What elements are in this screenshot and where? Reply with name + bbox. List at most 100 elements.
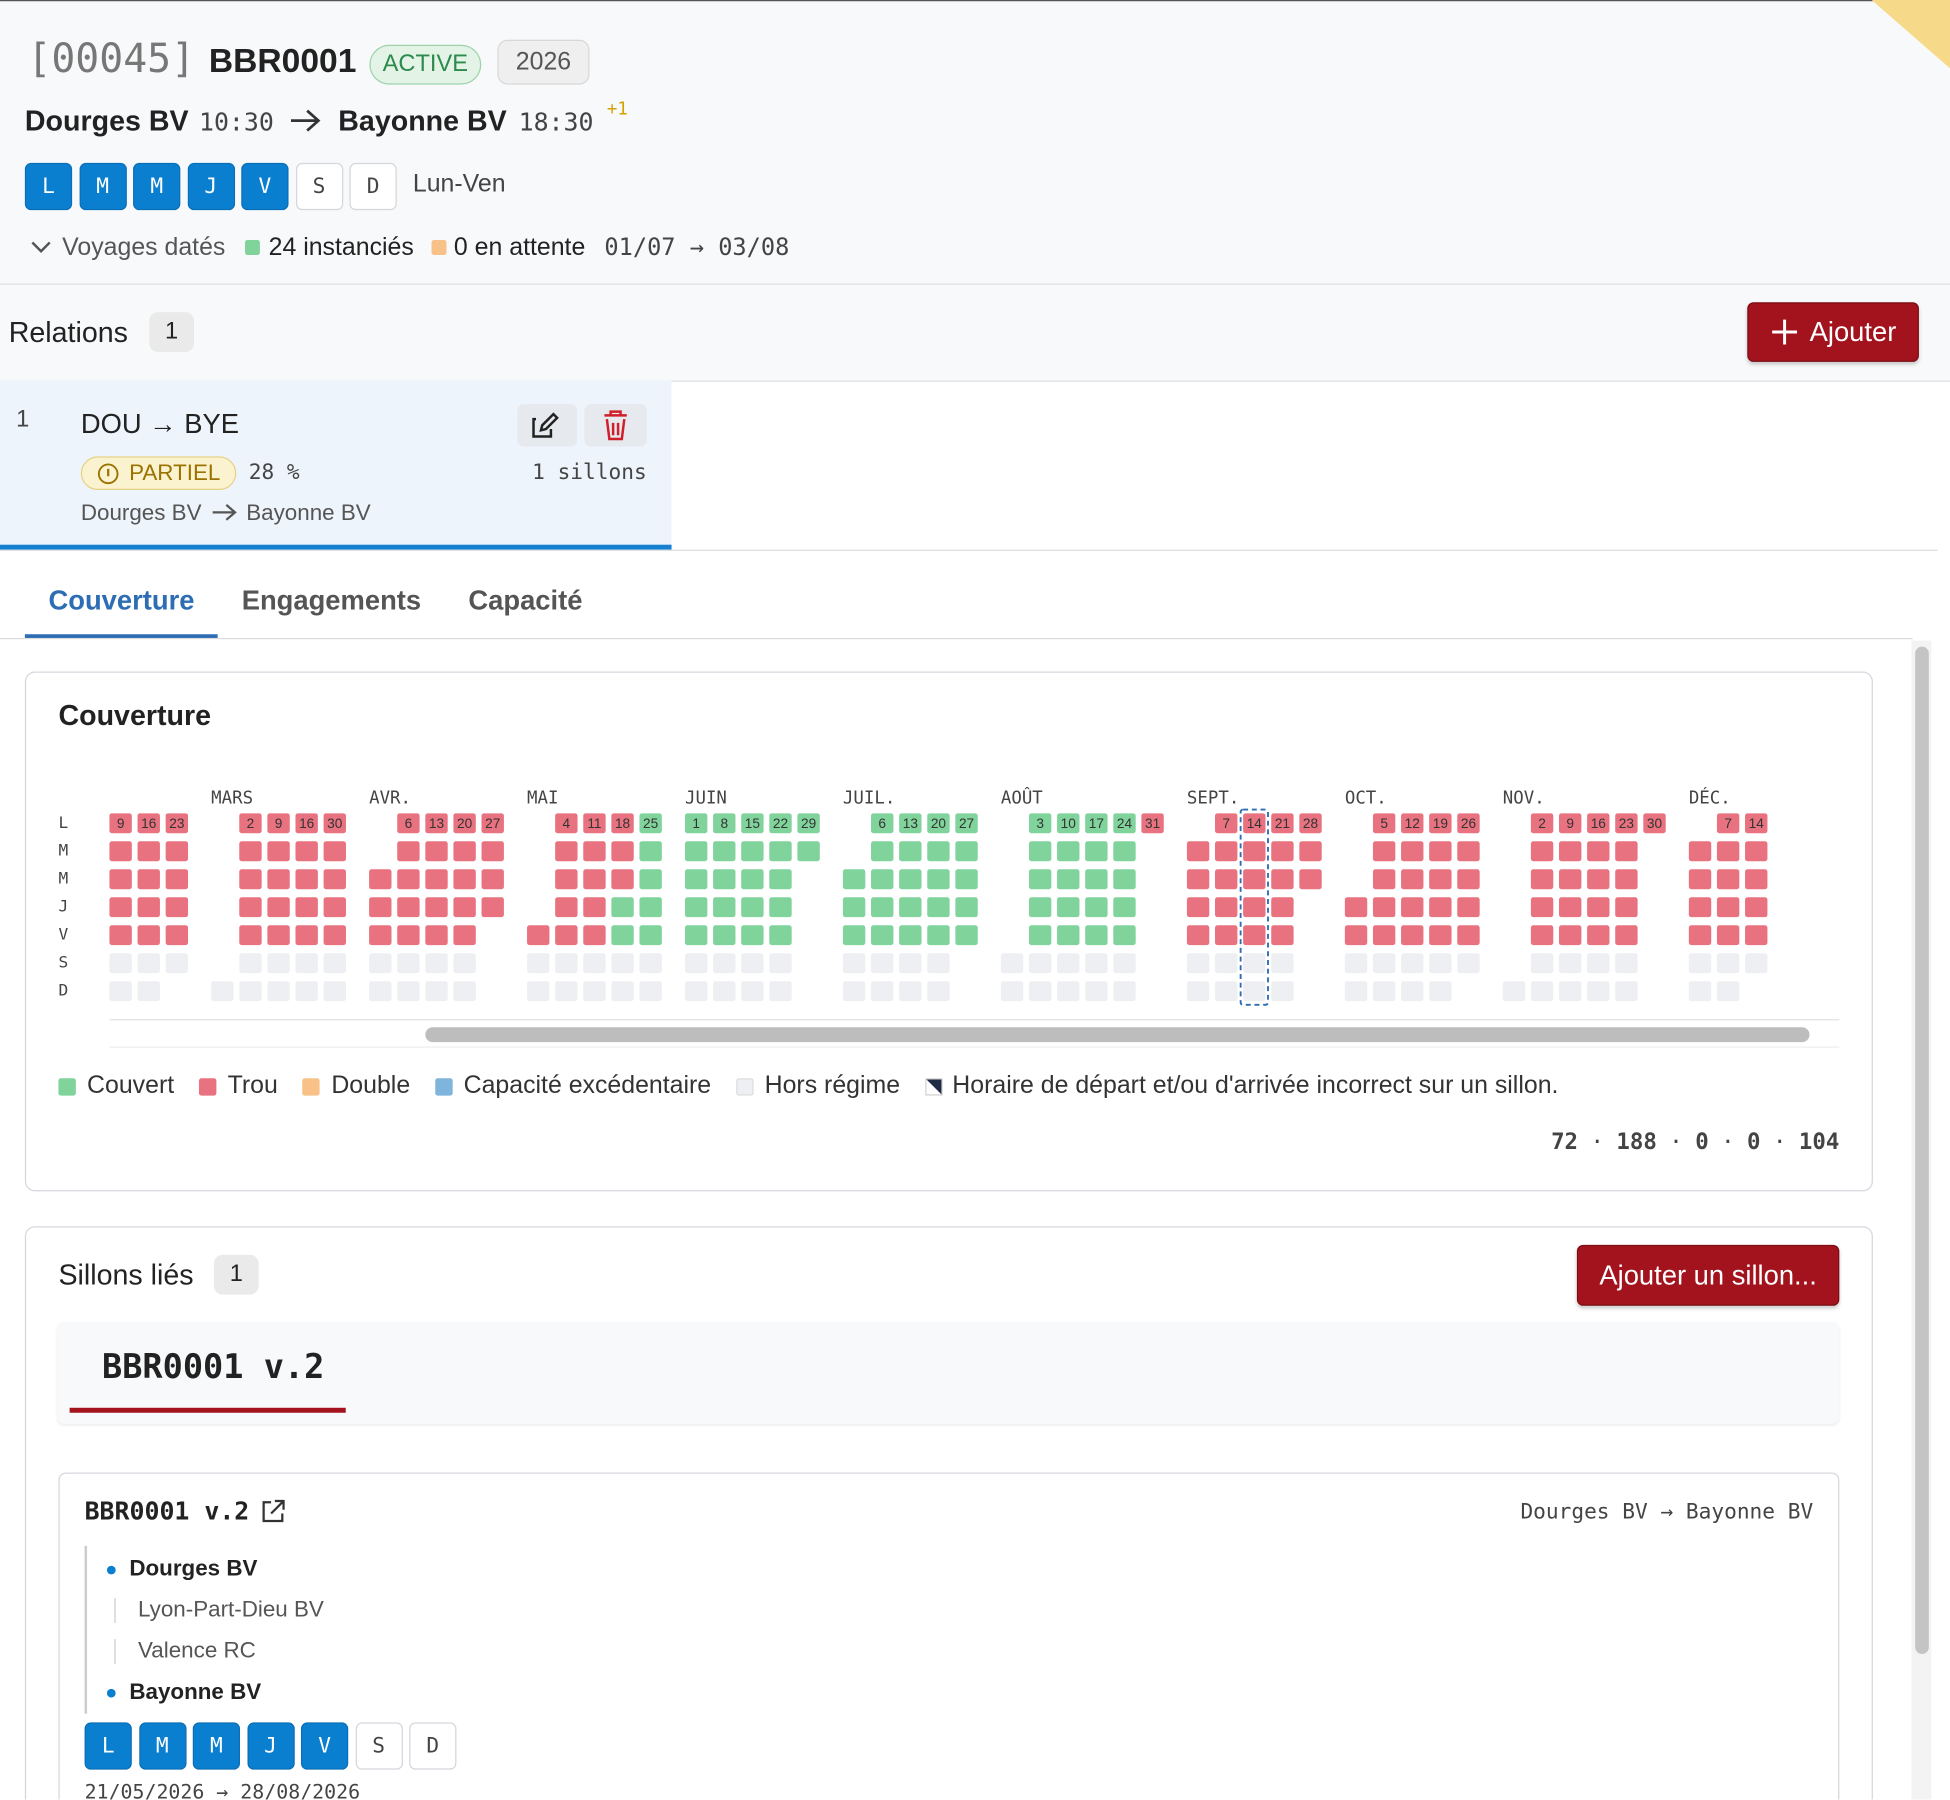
day-cell: [611, 897, 634, 918]
day-cell: [797, 813, 820, 834]
day-number: 19: [1433, 816, 1448, 831]
day-cell: [1243, 925, 1266, 946]
day-cell: [639, 981, 662, 1002]
day-cell: [1372, 841, 1396, 862]
total: 72: [1551, 1129, 1579, 1156]
day-cell: [741, 813, 764, 834]
day-cell: [453, 869, 476, 890]
stop-tick: [114, 1639, 116, 1664]
day-cell: [1457, 813, 1480, 834]
day-cell: [769, 925, 792, 946]
day-cell: [871, 897, 894, 918]
day-cell: [1215, 813, 1238, 834]
day-cell: [481, 897, 504, 918]
external-link[interactable]: [260, 1497, 287, 1524]
add-button[interactable]: Ajouter: [1747, 302, 1919, 362]
frame: [924, 1077, 943, 1096]
chevron[interactable]: [30, 239, 52, 256]
day-cell: [899, 981, 922, 1002]
card-title: Sillons liés: [58, 1258, 194, 1291]
day-cell: [397, 813, 420, 834]
day-cell: [397, 953, 420, 974]
day-cell: [741, 897, 764, 918]
dated-trips-toggle[interactable]: Voyages datés: [62, 233, 226, 262]
day-number: 18: [615, 816, 630, 831]
delete-button[interactable]: [584, 404, 647, 447]
day-number: 20: [457, 816, 473, 831]
day-number: 16: [299, 816, 314, 831]
day-cell: [1401, 953, 1424, 974]
day-cell: [295, 897, 318, 918]
separator: ·: [1721, 1129, 1735, 1156]
day-cell: [1085, 981, 1108, 1002]
day-number: 7: [1222, 816, 1230, 831]
day-cell: [1141, 813, 1164, 834]
day-cell: [684, 897, 708, 918]
day-cell: [1587, 869, 1610, 890]
day-cell: [1688, 953, 1712, 974]
day-cell: [583, 925, 606, 946]
day-cell: [1215, 981, 1238, 1002]
destination: Bayonne BV: [338, 104, 507, 137]
day-cell: [369, 897, 392, 918]
day-cell: [1401, 869, 1424, 890]
day-cell: [397, 841, 420, 862]
scroll-thumb[interactable]: [1915, 646, 1929, 1655]
separator: ·: [1590, 1129, 1604, 1156]
info-icon: [97, 462, 119, 484]
day-number: 23: [169, 816, 184, 831]
day-cell: [842, 869, 866, 890]
add-path-button[interactable]: Ajouter un sillon...: [1576, 1244, 1840, 1306]
day-cell: [639, 841, 662, 862]
day-number: 5: [1380, 816, 1388, 831]
day-cell: [425, 813, 448, 834]
day-cell: [611, 869, 634, 890]
day-cell: [267, 813, 290, 834]
day-cell: [1530, 925, 1554, 946]
weekday-chip: V: [241, 162, 289, 211]
month-label: JUIL.: [843, 788, 895, 808]
tab[interactable]: Couverture: [24, 550, 219, 638]
day-cell: [1299, 869, 1322, 890]
day-number: 28: [1303, 816, 1318, 831]
day-cell: [1186, 897, 1210, 918]
path-tab[interactable]: BBR0001 v.2: [101, 1348, 325, 1387]
day-number: 6: [878, 816, 886, 831]
badge-label: PARTIEL: [129, 460, 221, 486]
day-number: 2: [247, 816, 255, 831]
tab[interactable]: Engagements: [241, 584, 422, 616]
separator: ·: [1772, 1129, 1787, 1156]
legend-item: Double: [302, 1072, 410, 1101]
legend-icon: [924, 1077, 943, 1096]
day-cell: [1530, 981, 1554, 1002]
day-cell: [927, 981, 950, 1002]
month-label: OCT.: [1345, 788, 1387, 808]
day-cell: [1688, 897, 1712, 918]
day-cell: [611, 813, 634, 834]
tab[interactable]: Capacité: [468, 584, 583, 616]
day-cell: [842, 981, 866, 1002]
edit-button[interactable]: [517, 404, 578, 447]
day-cell: [713, 981, 736, 1002]
day-cell: [425, 953, 448, 974]
day-cell: [899, 869, 922, 890]
day-number: 11: [587, 816, 601, 831]
day-cell: [397, 869, 420, 890]
day-cell: [1559, 869, 1582, 890]
day-cell: [741, 981, 764, 1002]
day-cell: [1085, 897, 1108, 918]
day-cell: [769, 813, 792, 834]
weekday-label: V: [59, 925, 69, 944]
day-cell: [1057, 981, 1080, 1002]
weekday-chip: M: [78, 162, 127, 211]
day-cell: [397, 925, 420, 946]
day-cell: [1186, 981, 1210, 1002]
day-cell: [109, 841, 132, 862]
day-cell: [899, 813, 922, 834]
day-number: 13: [429, 816, 444, 831]
day-cell: [137, 841, 160, 862]
day-cell: [741, 841, 764, 862]
day-cell: [527, 925, 550, 946]
day-cell: [481, 869, 504, 890]
